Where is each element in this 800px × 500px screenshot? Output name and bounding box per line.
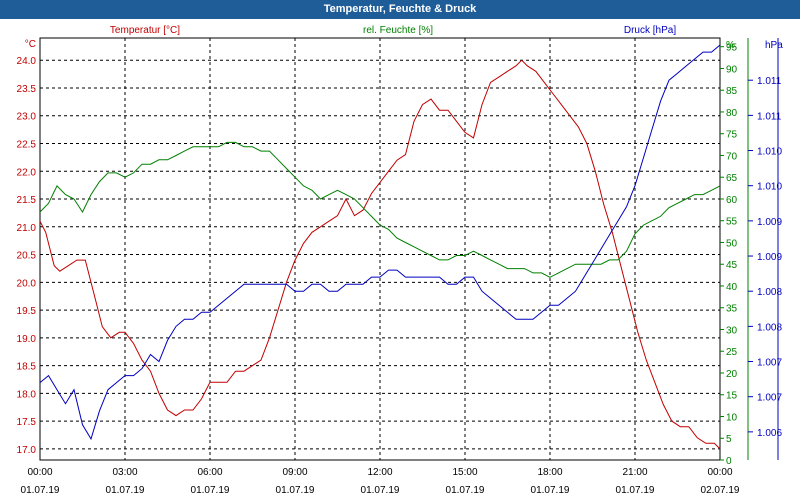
humidity-tick-label: 5	[726, 434, 732, 445]
pressure-tick-label: 1.011	[757, 111, 782, 122]
temp-tick-label: 18.5	[17, 362, 37, 373]
pressure-series-line	[39, 44, 721, 441]
pressure-tick-label: 1.008	[757, 287, 782, 298]
humidity-legend-label: rel. Feuchte [%]	[363, 25, 433, 36]
x-tick-time: 18:00	[537, 467, 562, 478]
humidity-tick-label: 70	[726, 151, 738, 162]
temp-tick-label: 23.0	[17, 112, 37, 123]
pressure-legend-label: Druck [hPa]	[624, 25, 676, 36]
humidity-tick-label: 55	[726, 217, 738, 228]
temp-legend-label: Temperatur [°C]	[110, 25, 180, 36]
temp-tick-label: 22.0	[17, 167, 37, 178]
humidity-tick-label: 65	[726, 173, 738, 184]
humidity-tick-label: 30	[726, 325, 738, 336]
pressure-tick-label: 1.009	[757, 252, 782, 263]
humidity-tick-label: 10	[726, 412, 738, 423]
x-tick-date: 01.07.19	[21, 485, 60, 496]
temp-tick-label: 21.0	[17, 223, 37, 234]
pressure-tick-label: 1.011	[757, 76, 782, 87]
temp-tick-label: 20.0	[17, 278, 37, 289]
temp-tick-label: 20.5	[17, 251, 37, 262]
humidity-tick-label: 45	[726, 260, 738, 271]
temp-tick-label: 19.0	[17, 334, 37, 345]
temp-unit-label: °C	[25, 39, 36, 50]
x-tick-time: 12:00	[367, 467, 392, 478]
humidity-tick-label: 90	[726, 64, 738, 75]
humidity-tick-label: 75	[726, 130, 738, 141]
x-tick-time: 21:00	[622, 467, 647, 478]
temp-tick-label: 21.5	[17, 195, 37, 206]
x-tick-time: 00:00	[27, 467, 52, 478]
temp-tick-label: 17.5	[17, 417, 37, 428]
humidity-tick-label: 60	[726, 195, 738, 206]
x-tick-date: 01.07.19	[361, 485, 400, 496]
chart: 17.0 17.5 18.0 18.5 19.0 19.5 20.0 20.5 21.0 21.5…	[17, 25, 784, 496]
temp-tick-label: 19.5	[17, 306, 37, 317]
humidity-unit-label: %	[726, 40, 735, 51]
temp-tick-label: 24.0	[17, 56, 37, 67]
humidity-series-line	[39, 141, 721, 278]
x-tick-date: 01.07.19	[446, 485, 485, 496]
pressure-tick-label: 1.009	[757, 217, 782, 228]
humidity-tick-label: 85	[726, 86, 738, 97]
x-tick-date: 01.07.19	[616, 485, 655, 496]
humidity-tick-label: 20	[726, 369, 738, 380]
humidity-tick-label: 25	[726, 347, 738, 358]
pressure-tick-label: 1.010	[757, 147, 782, 158]
temp-tick-label: 22.5	[17, 140, 37, 151]
temp-tick-label: 23.5	[17, 84, 37, 95]
x-tick-date: 01.07.19	[531, 485, 570, 496]
pressure-tick-label: 1.007	[757, 358, 782, 369]
x-tick-time: 06:00	[197, 467, 222, 478]
x-tick-time: 09:00	[282, 467, 307, 478]
humidity-tick-label: 0	[726, 456, 732, 467]
x-tick-date: 02.07.19	[701, 485, 740, 496]
window-title: Temperatur, Feuchte & Druck	[0, 0, 800, 19]
humidity-tick-label: 35	[726, 304, 738, 315]
pressure-tick-label: 1.008	[757, 322, 782, 333]
pressure-tick-label: 1.006	[757, 428, 782, 439]
pressure-tick-label: 1.007	[757, 393, 782, 404]
x-tick-time: 00:00	[707, 467, 732, 478]
pressure-tick-label: 1.010	[757, 182, 782, 193]
temperature-series-line	[39, 59, 721, 450]
humidity-tick-label: 40	[726, 282, 738, 293]
pressure-unit-label: hPa	[765, 40, 783, 51]
temp-tick-label: 18.0	[17, 389, 37, 400]
humidity-tick-label: 15	[726, 391, 738, 402]
humidity-tick-label: 95	[726, 43, 738, 54]
humidity-tick-label: 50	[726, 238, 738, 249]
x-tick-date: 01.07.19	[276, 485, 315, 496]
x-tick-date: 01.07.19	[106, 485, 145, 496]
x-tick-time: 15:00	[452, 467, 477, 478]
humidity-tick-label: 80	[726, 108, 738, 119]
temp-tick-label: 17.0	[17, 445, 37, 456]
x-tick-time: 03:00	[112, 467, 137, 478]
x-tick-date: 01.07.19	[191, 485, 230, 496]
